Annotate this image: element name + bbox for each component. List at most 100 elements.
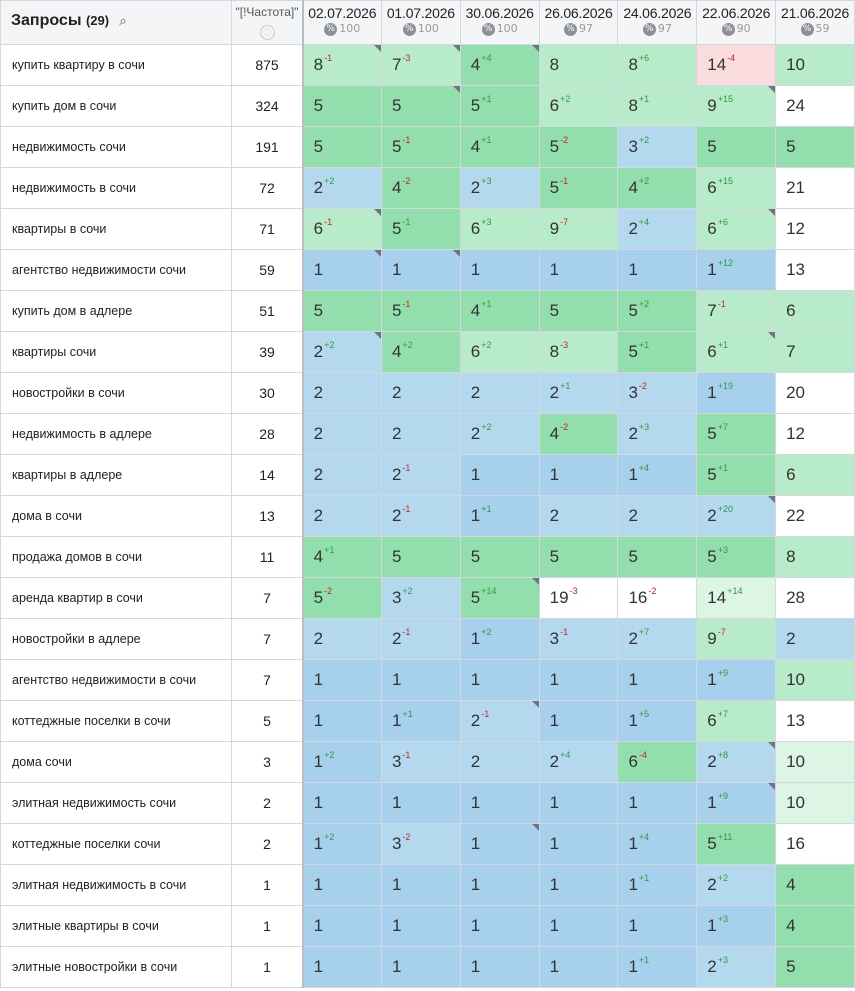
position-cell[interactable]: 4-2: [380, 167, 461, 209]
position-cell[interactable]: 20: [775, 372, 855, 414]
position-cell[interactable]: 1: [538, 946, 619, 988]
position-cell[interactable]: 6+7: [696, 700, 777, 742]
position-cell[interactable]: 2-1: [380, 454, 461, 496]
position-cell[interactable]: 1: [301, 249, 382, 291]
position-cell[interactable]: 1: [538, 659, 619, 701]
position-cell[interactable]: 12: [775, 413, 855, 455]
position-cell[interactable]: 2+2: [301, 167, 382, 209]
query-cell[interactable]: недвижимость в адлере: [0, 413, 233, 455]
position-cell[interactable]: 5-2: [538, 126, 619, 168]
position-cell[interactable]: 2: [301, 618, 382, 660]
position-cell[interactable]: 5-2: [301, 577, 382, 619]
position-cell[interactable]: 1: [459, 454, 540, 496]
frequency-header[interactable]: "[!Частота]" ◌: [231, 0, 304, 45]
position-cell[interactable]: 6-1: [301, 208, 382, 250]
position-cell[interactable]: 2-1: [380, 618, 461, 660]
query-cell[interactable]: дома сочи: [0, 741, 233, 783]
position-cell[interactable]: 1: [459, 946, 540, 988]
position-cell[interactable]: 2: [301, 413, 382, 455]
date-column-header[interactable]: 30.06.2026% 100: [459, 0, 540, 45]
position-cell[interactable]: 6: [775, 290, 855, 332]
query-cell[interactable]: продажа домов в сочи: [0, 536, 233, 578]
position-cell[interactable]: 5: [301, 85, 382, 127]
position-cell[interactable]: 13: [775, 249, 855, 291]
position-cell[interactable]: 1: [538, 454, 619, 496]
query-cell[interactable]: купить дом в сочи: [0, 85, 233, 127]
position-cell[interactable]: 4-2: [538, 413, 619, 455]
queries-header[interactable]: Запросы (29) ⌕: [0, 0, 233, 45]
date-column-header[interactable]: 24.06.2026% 97: [617, 0, 698, 45]
position-cell[interactable]: 1: [301, 659, 382, 701]
position-cell[interactable]: 16-2: [617, 577, 698, 619]
position-cell[interactable]: 1: [380, 249, 461, 291]
position-cell[interactable]: 2: [380, 413, 461, 455]
position-cell[interactable]: 5-1: [380, 290, 461, 332]
position-cell[interactable]: 4+2: [617, 167, 698, 209]
position-cell[interactable]: 2+3: [459, 167, 540, 209]
query-cell[interactable]: коттеджные поселки в сочи: [0, 700, 233, 742]
position-cell[interactable]: 5: [696, 126, 777, 168]
position-cell[interactable]: 5-1: [538, 167, 619, 209]
position-cell[interactable]: 1: [301, 864, 382, 906]
position-cell[interactable]: 8: [775, 536, 855, 578]
position-cell[interactable]: 5: [459, 536, 540, 578]
position-cell[interactable]: 1: [380, 782, 461, 824]
position-cell[interactable]: 1: [301, 700, 382, 742]
position-cell[interactable]: 1+9: [696, 659, 777, 701]
query-cell[interactable]: элитные новостройки в сочи: [0, 946, 233, 988]
date-column-header[interactable]: 21.06.2026% 59: [775, 0, 855, 45]
position-cell[interactable]: 5+1: [696, 454, 777, 496]
position-cell[interactable]: 24: [775, 85, 855, 127]
position-cell[interactable]: 10: [775, 659, 855, 701]
position-cell[interactable]: 10: [775, 741, 855, 783]
query-cell[interactable]: квартиры в адлере: [0, 454, 233, 496]
position-cell[interactable]: 5-1: [380, 126, 461, 168]
position-cell[interactable]: 6+15: [696, 167, 777, 209]
position-cell[interactable]: 2: [538, 495, 619, 537]
position-cell[interactable]: 5+3: [696, 536, 777, 578]
position-cell[interactable]: 5+1: [459, 85, 540, 127]
position-cell[interactable]: 19-3: [538, 577, 619, 619]
position-cell[interactable]: 3-1: [380, 741, 461, 783]
position-cell[interactable]: 8-1: [301, 44, 382, 86]
query-cell[interactable]: новостройки в сочи: [0, 372, 233, 414]
position-cell[interactable]: 2+3: [696, 946, 777, 988]
position-cell[interactable]: 3-1: [538, 618, 619, 660]
query-cell[interactable]: новостройки в адлере: [0, 618, 233, 660]
position-cell[interactable]: 9-7: [696, 618, 777, 660]
position-cell[interactable]: 2+1: [538, 372, 619, 414]
position-cell[interactable]: 1: [538, 249, 619, 291]
position-cell[interactable]: 2: [459, 741, 540, 783]
position-cell[interactable]: 3-2: [617, 372, 698, 414]
position-cell[interactable]: 1: [301, 905, 382, 947]
position-cell[interactable]: 1: [459, 864, 540, 906]
position-cell[interactable]: 10: [775, 44, 855, 86]
position-cell[interactable]: 9+15: [696, 85, 777, 127]
query-cell[interactable]: элитная недвижимость сочи: [0, 782, 233, 824]
position-cell[interactable]: 16: [775, 823, 855, 865]
position-cell[interactable]: 5-1: [380, 208, 461, 250]
position-cell[interactable]: 1+2: [301, 823, 382, 865]
position-cell[interactable]: 6+1: [696, 331, 777, 373]
position-cell[interactable]: 2: [301, 372, 382, 414]
position-cell[interactable]: 1: [301, 782, 382, 824]
position-cell[interactable]: 1+2: [301, 741, 382, 783]
query-cell[interactable]: элитная недвижимость в сочи: [0, 864, 233, 906]
position-cell[interactable]: 1+19: [696, 372, 777, 414]
position-cell[interactable]: 1+1: [617, 946, 698, 988]
position-cell[interactable]: 2+2: [301, 331, 382, 373]
query-cell[interactable]: квартиры сочи: [0, 331, 233, 373]
position-cell[interactable]: 5+2: [617, 290, 698, 332]
position-cell[interactable]: 2+20: [696, 495, 777, 537]
position-cell[interactable]: 21: [775, 167, 855, 209]
date-column-header[interactable]: 02.07.2026% 100: [301, 0, 382, 45]
position-cell[interactable]: 8: [538, 44, 619, 86]
position-cell[interactable]: 2: [301, 495, 382, 537]
position-cell[interactable]: 13: [775, 700, 855, 742]
position-cell[interactable]: 4+1: [301, 536, 382, 578]
position-cell[interactable]: 5: [380, 536, 461, 578]
position-cell[interactable]: 7: [775, 331, 855, 373]
position-cell[interactable]: 1+2: [459, 618, 540, 660]
position-cell[interactable]: 2: [775, 618, 855, 660]
position-cell[interactable]: 1+1: [459, 495, 540, 537]
